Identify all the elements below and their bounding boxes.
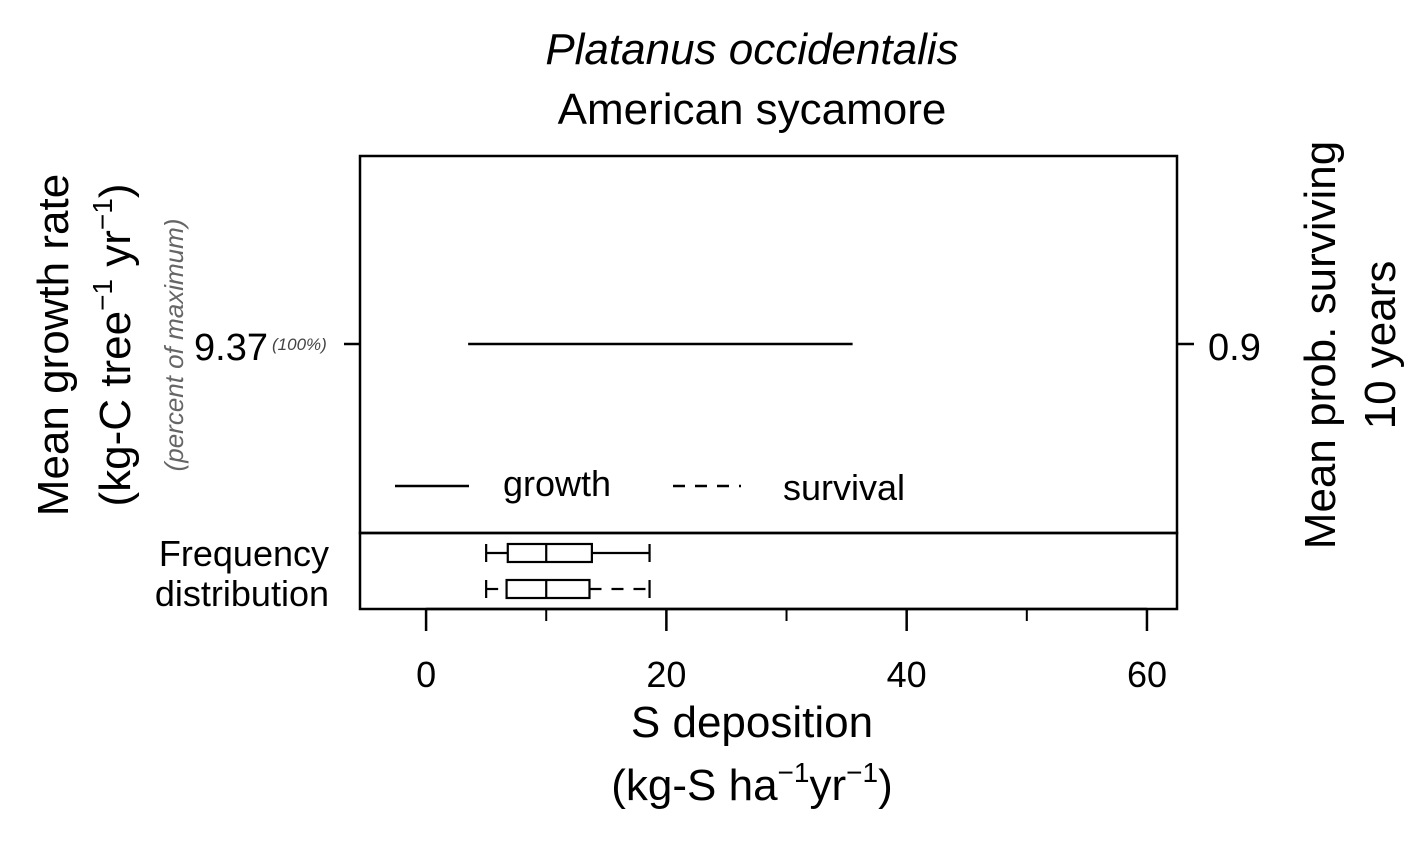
x-tick-label: 40: [887, 654, 927, 695]
left-y-tick-label: 9.37: [194, 327, 268, 369]
survival-box: [505, 578, 591, 600]
x-axis-unit-suffix: ): [878, 761, 893, 810]
x-axis-unit-sup2: −1: [846, 757, 878, 788]
right-axis-label-line2: 10 years: [1356, 261, 1405, 430]
x-tick-label: 20: [646, 654, 686, 695]
x-axis-unit-mid: yr: [809, 761, 846, 810]
left-axis-label-line2: (kg-C tree−1 yr−1): [87, 183, 140, 506]
chart-subtitle: American sycamore: [558, 85, 947, 134]
left-axis-unit-sup1: −1: [87, 279, 118, 311]
boxplot-layer: [485, 542, 651, 600]
legend-survival-label: survival: [783, 467, 905, 508]
x-axis-unit-sup1: −1: [778, 757, 810, 788]
x-tick-label: 0: [416, 654, 436, 695]
left-axis-unit-sup2: −1: [87, 198, 118, 230]
right-axis-label-line1: Mean prob. surviving: [1296, 141, 1345, 549]
x-axis-label-line2: (kg-S ha−1yr−1): [611, 757, 892, 810]
left-axis-label-line1: Mean growth rate: [29, 174, 78, 516]
growth-box: [506, 542, 593, 564]
left-axis-unit-prefix: (kg-C tree: [91, 311, 140, 507]
left-y-tick-note: (100%): [272, 335, 327, 354]
legend-growth-label: growth: [503, 463, 611, 504]
chart-title: Platanus occidentalis: [545, 25, 958, 74]
distribution-label-line1: Frequency: [159, 533, 329, 574]
left-axis-note: (percent of maximum): [159, 219, 189, 472]
left-axis-unit-suffix: ): [91, 183, 140, 198]
x-axis-label-line1: S deposition: [631, 698, 873, 747]
right-y-tick-label: 0.9: [1208, 327, 1261, 369]
distribution-frame: [358, 531, 1179, 611]
x-axis: 0 20 40 60: [416, 607, 1167, 695]
distribution-label-line2: distribution: [155, 573, 329, 614]
x-axis-unit-prefix: (kg-S ha: [611, 761, 778, 810]
x-tick-label: 60: [1127, 654, 1167, 695]
left-axis-unit-mid: yr: [91, 230, 140, 279]
